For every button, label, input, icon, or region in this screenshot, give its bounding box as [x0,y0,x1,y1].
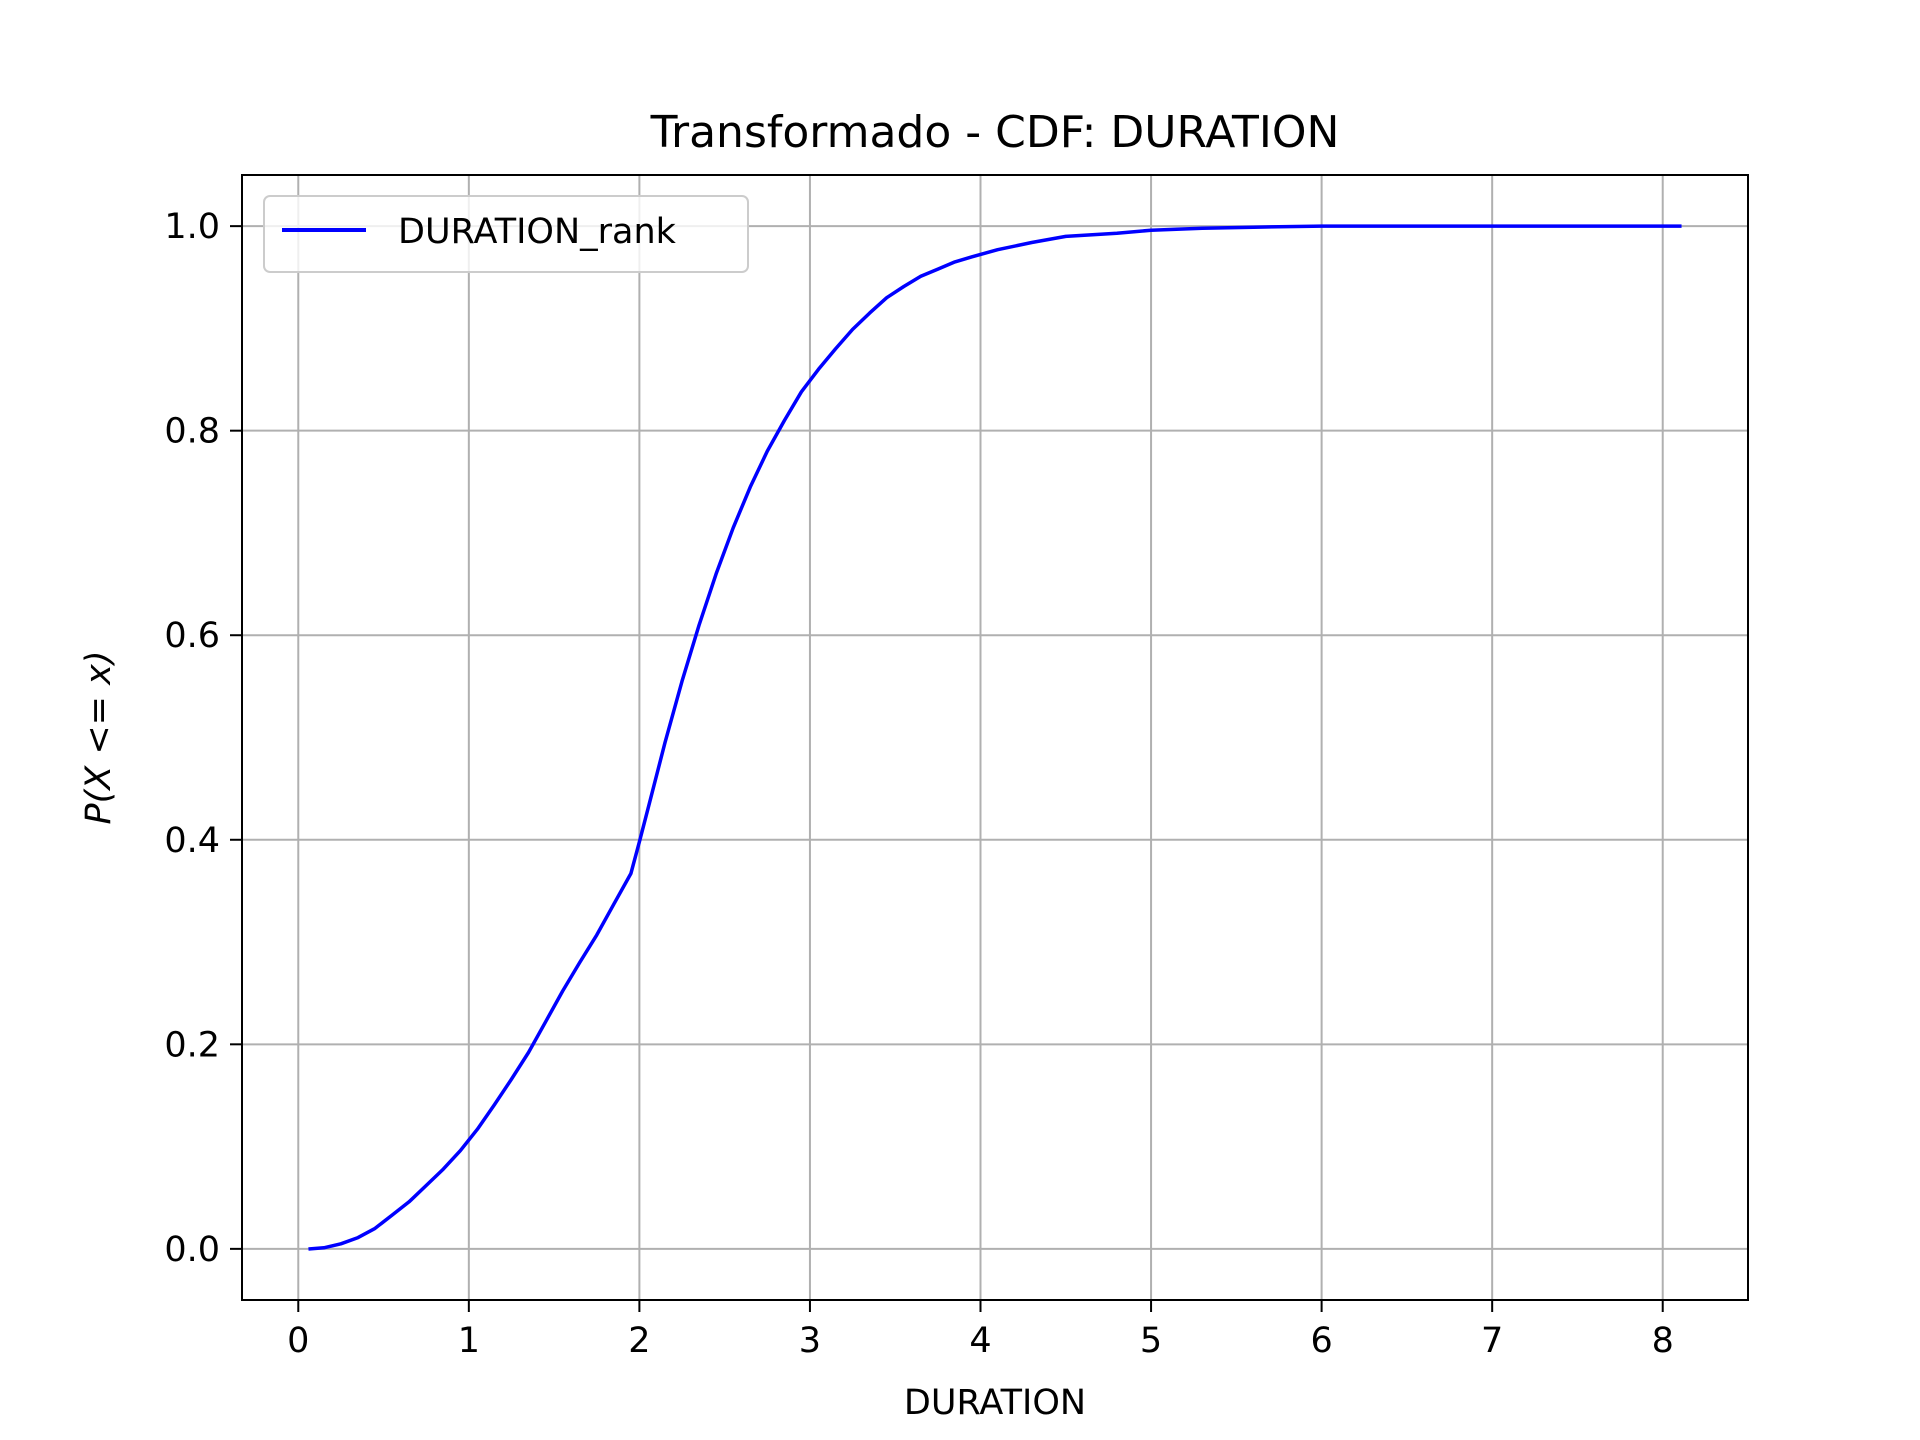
x-tick-label-0: 0 [287,1321,309,1361]
y-tick-label-5: 1.0 [164,207,220,247]
x-tick-label-1: 1 [458,1321,480,1361]
y-tick-label-4: 0.8 [164,412,220,452]
x-tick-label-3: 3 [799,1321,821,1361]
y-tick-label-3: 0.6 [164,616,220,656]
x-axis-label: DURATION [904,1383,1086,1423]
y-tick-label-1: 0.2 [164,1025,220,1065]
y-tick-label-0: 0.0 [164,1230,220,1270]
x-tick-label-7: 7 [1481,1321,1503,1361]
grid [242,175,1748,1300]
x-tick-label-8: 8 [1652,1321,1674,1361]
y-axis-ticks: 0.0 0.2 0.4 0.6 0.8 1.0 [164,207,242,1270]
series-layer [308,224,1682,1251]
legend-label-duration-rank: DURATION_rank [398,212,677,252]
plot-frame [241,174,1749,1301]
legend: DURATION_rank [263,195,749,273]
x-tick-label-5: 5 [1140,1321,1162,1361]
chart-title: Transformado - CDF: DURATION [650,107,1340,158]
x-tick-label-6: 6 [1310,1321,1332,1361]
y-tick-label-2: 0.4 [164,821,220,861]
x-tick-label-4: 4 [969,1321,991,1361]
legend-box [263,195,749,273]
series-line-duration-rank [308,224,1682,1251]
x-tick-label-2: 2 [628,1321,650,1361]
x-axis-ticks: 0 1 2 3 4 5 6 7 8 [287,1300,1674,1361]
y-axis-label: P(X <= x) [79,650,119,824]
